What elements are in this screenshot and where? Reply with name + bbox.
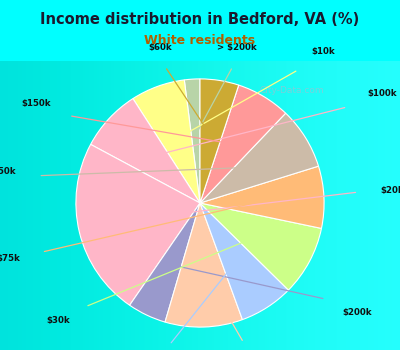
Wedge shape [200,113,318,203]
Wedge shape [130,203,200,322]
Wedge shape [133,80,200,203]
Wedge shape [200,203,322,290]
Wedge shape [200,85,286,203]
Wedge shape [165,203,242,327]
Text: $50k: $50k [0,168,16,176]
Wedge shape [91,99,200,203]
Text: $10k: $10k [312,47,336,56]
Text: $60k: $60k [148,43,172,52]
Text: $30k: $30k [46,316,70,326]
Wedge shape [200,203,288,320]
Wedge shape [76,145,200,305]
Text: City-Data.com: City-Data.com [260,86,324,94]
Text: $150k: $150k [22,99,51,108]
Text: > $200k: > $200k [217,43,257,52]
Text: Income distribution in Bedford, VA (%): Income distribution in Bedford, VA (%) [40,12,360,27]
Text: White residents: White residents [144,34,256,47]
Wedge shape [200,166,324,229]
Wedge shape [184,79,200,203]
Wedge shape [200,79,239,203]
Text: $200k: $200k [343,308,372,317]
Text: $20k: $20k [380,186,400,195]
Text: $75k: $75k [0,254,20,263]
Text: $100k: $100k [368,89,397,98]
